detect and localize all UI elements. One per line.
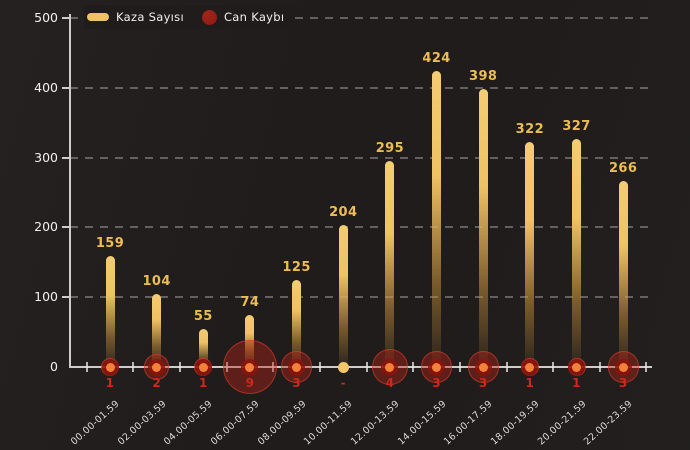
death-marker-dot	[432, 362, 442, 372]
y-axis-label: 100	[34, 289, 58, 305]
death-count-label: 3	[292, 376, 301, 390]
y-axis-tick	[62, 17, 70, 19]
y-axis-label: 400	[34, 79, 58, 95]
death-count-label: 1	[198, 376, 208, 390]
x-axis-tick	[132, 362, 135, 372]
gridline	[70, 156, 652, 159]
accident-value-label: 104	[142, 274, 171, 290]
death-marker-dot	[245, 362, 255, 372]
accident-value-label: 424	[422, 51, 451, 67]
death-marker-dot	[572, 362, 581, 372]
accident-value-label: 55	[193, 308, 213, 324]
x-axis-tick	[645, 362, 648, 372]
x-axis-tick	[85, 362, 88, 372]
death-marker-dot	[525, 362, 535, 372]
x-axis-line	[69, 366, 652, 368]
x-axis-tick	[505, 362, 508, 372]
y-axis-line	[69, 14, 71, 368]
accident-value-label: 327	[562, 118, 591, 134]
accident-value-label: 74	[240, 295, 260, 311]
accident-bar	[198, 328, 208, 367]
x-axis-tick	[318, 362, 321, 372]
accident-value-label: 322	[515, 122, 545, 138]
y-axis-label: 500	[34, 10, 58, 25]
legend: Kaza Sayısı Can Kaybı	[84, 5, 295, 29]
y-axis-tick	[62, 226, 70, 229]
y-axis-tick	[62, 156, 70, 159]
death-count-label: 9	[245, 376, 255, 390]
accident-value-label: 204	[329, 204, 358, 220]
accident-bar	[105, 256, 115, 367]
accident-value-label: 295	[375, 141, 405, 157]
death-marker-dot	[105, 362, 115, 372]
accident-value-label: 266	[608, 161, 638, 177]
death-count-label: 3	[478, 376, 488, 390]
accident-bar	[152, 294, 162, 367]
death-count-label: 3	[618, 376, 628, 390]
legend-kaza-label: Kaza Sayısı	[116, 10, 184, 24]
x-axis-tick	[178, 362, 181, 372]
death-marker-dot	[385, 362, 395, 372]
accident-bar	[338, 224, 348, 367]
accident-bar	[525, 142, 535, 367]
death-marker-outer	[371, 349, 408, 385]
accident-value-label: 159	[95, 236, 125, 252]
death-marker-dot	[618, 362, 628, 372]
x-axis-tick	[598, 362, 601, 372]
gridline	[70, 226, 652, 229]
death-marker-dot	[152, 362, 162, 372]
accident-bar	[618, 181, 628, 367]
accident-bar	[478, 89, 488, 367]
x-axis-tick	[365, 362, 368, 372]
y-axis-label: 300	[34, 149, 58, 165]
y-axis-label: 200	[34, 219, 58, 235]
y-axis-tick	[62, 86, 70, 89]
death-count-label: 4	[385, 376, 395, 390]
gridline	[70, 86, 652, 89]
gridline	[70, 17, 652, 19]
accident-bar	[432, 71, 442, 367]
death-count-label: 1	[572, 376, 581, 390]
x-axis-tick	[458, 362, 461, 372]
gridline	[70, 296, 652, 299]
x-axis-tick	[552, 362, 555, 372]
death-count-label: 2	[152, 376, 161, 390]
accident-bar	[292, 279, 302, 367]
can-kaybi-swatch-icon	[201, 9, 217, 25]
accident-bar	[572, 138, 581, 367]
accident-value-label: 398	[469, 69, 498, 85]
legend-can-label: Can Kaybı	[223, 10, 285, 24]
accident-bar	[385, 161, 395, 367]
death-marker-outer	[607, 351, 639, 383]
zero-death-dot	[337, 361, 349, 373]
death-marker-dot	[198, 362, 208, 372]
death-count-label: 1	[105, 376, 115, 390]
death-marker-dot	[292, 362, 302, 372]
y-axis-tick	[62, 296, 70, 299]
accident-value-label: 125	[282, 259, 311, 275]
kaza-sayisi-swatch-icon	[87, 13, 109, 21]
y-axis-label: 0	[50, 359, 58, 374]
x-axis-tick	[412, 362, 415, 372]
death-count-label: -	[340, 376, 346, 390]
death-count-label: 1	[525, 376, 535, 390]
death-marker-dot	[478, 362, 488, 372]
death-count-label: 3	[432, 376, 441, 390]
